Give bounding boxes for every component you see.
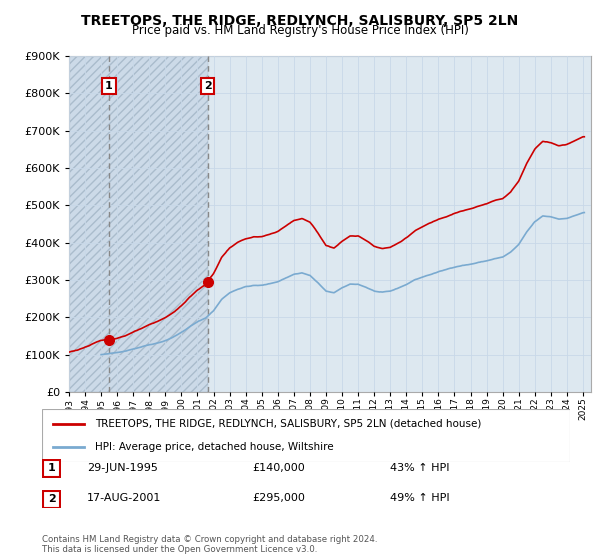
Text: TREETOPS, THE RIDGE, REDLYNCH, SALISBURY, SP5 2LN (detached house): TREETOPS, THE RIDGE, REDLYNCH, SALISBURY…	[95, 419, 481, 429]
FancyBboxPatch shape	[43, 491, 60, 507]
Text: Price paid vs. HM Land Registry's House Price Index (HPI): Price paid vs. HM Land Registry's House …	[131, 24, 469, 37]
Text: 49% ↑ HPI: 49% ↑ HPI	[390, 493, 449, 503]
Text: 1: 1	[105, 81, 113, 91]
Text: TREETOPS, THE RIDGE, REDLYNCH, SALISBURY, SP5 2LN: TREETOPS, THE RIDGE, REDLYNCH, SALISBURY…	[82, 14, 518, 28]
Text: 1: 1	[48, 464, 55, 473]
Text: 17-AUG-2001: 17-AUG-2001	[87, 493, 161, 503]
Bar	[69, 56, 208, 392]
Text: £140,000: £140,000	[252, 463, 305, 473]
Text: £295,000: £295,000	[252, 493, 305, 503]
Text: 43% ↑ HPI: 43% ↑ HPI	[390, 463, 449, 473]
Text: 2: 2	[48, 494, 55, 504]
Text: 29-JUN-1995: 29-JUN-1995	[87, 463, 158, 473]
Text: HPI: Average price, detached house, Wiltshire: HPI: Average price, detached house, Wilt…	[95, 442, 334, 452]
Text: 2: 2	[204, 81, 211, 91]
FancyBboxPatch shape	[43, 460, 60, 477]
FancyBboxPatch shape	[42, 409, 570, 462]
Text: Contains HM Land Registry data © Crown copyright and database right 2024.
This d: Contains HM Land Registry data © Crown c…	[42, 535, 377, 554]
